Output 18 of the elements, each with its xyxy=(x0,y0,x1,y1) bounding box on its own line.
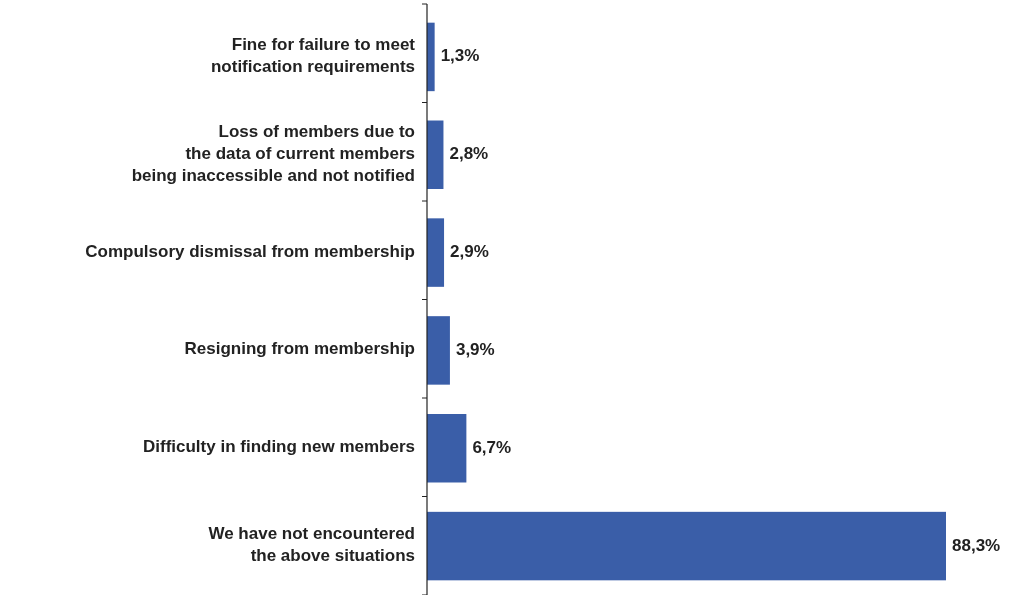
y-tick-label: Resigning from membership xyxy=(184,339,415,359)
data-label: 2,8% xyxy=(449,144,489,164)
data-label: 6,7% xyxy=(472,437,512,457)
bar xyxy=(427,316,450,385)
bar xyxy=(427,414,467,483)
data-label: 88,3% xyxy=(952,535,1001,555)
bar xyxy=(427,511,946,581)
bar xyxy=(427,218,445,287)
data-label: 3,9% xyxy=(455,339,495,359)
bar xyxy=(427,120,444,189)
data-label: 1,3% xyxy=(440,46,480,66)
y-tick-label: Fine for failure to meet notification requirements xyxy=(210,35,416,77)
y-tick-label: Compulsory dismissal from membership xyxy=(85,242,415,262)
bar xyxy=(427,22,435,92)
data-label: 2,9% xyxy=(450,242,489,262)
y-tick-label: Difficulty in finding new members xyxy=(142,437,415,457)
y-tick-label: We have not encountered the above situations xyxy=(208,524,415,566)
y-tick-label: Loss of members due to the data of current members being inaccessible and not notified xyxy=(131,122,415,186)
